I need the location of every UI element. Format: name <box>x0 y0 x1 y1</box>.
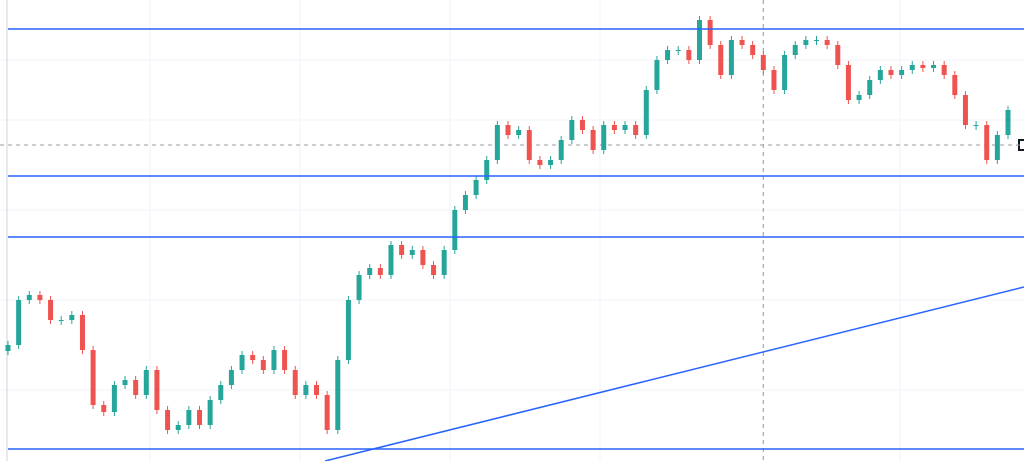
candle-body <box>739 40 745 45</box>
candle-body <box>143 370 149 395</box>
candle-body <box>196 410 202 425</box>
candle-body <box>420 250 426 265</box>
candle-body <box>260 360 266 370</box>
candle-body <box>122 380 128 385</box>
candle-body <box>5 345 11 351</box>
candle-body <box>303 385 309 395</box>
candle-body <box>569 120 575 140</box>
candle-body <box>750 45 756 55</box>
candle-body <box>643 90 649 135</box>
candle-body <box>101 405 107 412</box>
candle-body <box>388 245 394 275</box>
candle-body <box>941 65 947 75</box>
candle-body <box>952 75 958 95</box>
candle-body <box>973 125 979 126</box>
candle-body <box>37 295 43 300</box>
candle-body <box>292 370 298 395</box>
candle-body <box>686 50 692 60</box>
candle-body <box>505 125 511 135</box>
candle-body <box>782 55 788 90</box>
candle-body <box>548 160 554 165</box>
candle-body <box>824 40 830 45</box>
candle-body <box>601 125 607 150</box>
candle-body <box>409 250 415 255</box>
candle-body <box>665 50 671 60</box>
candle-body <box>707 20 713 45</box>
candle-body <box>484 160 490 180</box>
candle-body <box>516 130 522 135</box>
candle-body <box>356 275 362 300</box>
candle-body <box>452 210 458 250</box>
candle-body <box>175 425 181 430</box>
candle-body <box>377 268 383 275</box>
candle-body <box>90 350 96 405</box>
candle-body <box>1005 110 1011 135</box>
candle-body <box>675 50 681 51</box>
candle-body <box>994 135 1000 160</box>
candle-body <box>814 40 820 41</box>
candle-body <box>962 95 968 125</box>
candle-body <box>931 65 937 68</box>
candle-body <box>877 70 883 80</box>
candle-body <box>526 130 532 160</box>
candle-body <box>579 120 585 130</box>
candle-body <box>611 125 617 130</box>
candle-body <box>984 125 990 160</box>
candle-body <box>494 125 500 160</box>
candle-body <box>69 315 75 320</box>
candle-body <box>803 40 809 45</box>
candle-body <box>250 355 256 360</box>
candle-body <box>16 300 22 345</box>
candle-body <box>218 385 224 400</box>
candle-body <box>888 70 894 75</box>
candle-body <box>58 320 64 321</box>
candle-body <box>856 95 862 100</box>
candle-body <box>835 45 841 65</box>
candle-body <box>696 20 702 60</box>
candle-body <box>558 140 564 160</box>
candle-body <box>207 400 213 425</box>
candle-body <box>133 380 139 395</box>
candle-body <box>441 250 447 275</box>
candle-body <box>760 55 766 70</box>
candle-body <box>590 130 596 150</box>
candle-body <box>367 268 373 275</box>
candle-body <box>909 65 915 70</box>
candle-body <box>537 160 543 165</box>
candle-body <box>165 410 171 430</box>
candle-body <box>462 195 468 210</box>
candle-body <box>228 370 234 385</box>
candle-body <box>111 385 117 412</box>
candle-body <box>154 370 160 410</box>
candle-body <box>314 385 320 395</box>
candle-body <box>79 315 85 350</box>
trend-line <box>324 286 1024 461</box>
candle-body <box>345 300 351 360</box>
candle-body <box>324 395 330 430</box>
candle-body <box>239 355 245 370</box>
candle-body <box>622 125 628 130</box>
candle-body <box>728 40 734 75</box>
candle-body <box>654 60 660 90</box>
candle-body <box>792 45 798 55</box>
candle-body <box>899 70 905 75</box>
candle-body <box>867 80 873 95</box>
candle-body <box>633 125 639 135</box>
candle-body <box>431 265 437 275</box>
candle-body <box>186 410 192 425</box>
candle-body <box>718 45 724 75</box>
candle-body <box>920 65 926 68</box>
candle-body <box>399 245 405 255</box>
candle-body <box>473 180 479 195</box>
candle-body <box>845 65 851 100</box>
candle-body <box>771 70 777 90</box>
candle-body <box>335 360 341 430</box>
candle-body <box>26 295 32 300</box>
candle-body <box>282 350 288 370</box>
candle-body <box>271 350 277 370</box>
candle-body <box>48 300 54 320</box>
